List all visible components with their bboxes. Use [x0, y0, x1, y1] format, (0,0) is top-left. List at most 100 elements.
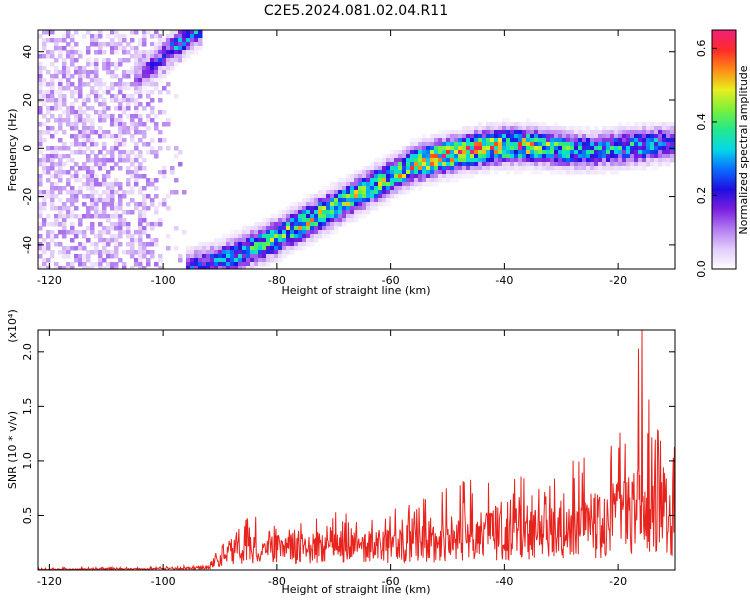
heatmap-cell [70, 266, 75, 269]
heatmap-cell [110, 150, 115, 155]
heatmap-cell [142, 230, 147, 235]
heatmap-cell [498, 150, 503, 155]
heatmap-cell [394, 182, 399, 187]
heatmap-cell [138, 102, 143, 107]
heatmap-cell [46, 118, 51, 123]
heatmap-cell [350, 214, 355, 219]
heatmap-cell [386, 178, 391, 183]
heatmap-cell [430, 134, 435, 139]
heatmap-cell [486, 146, 491, 151]
heatmap-cell [382, 190, 387, 195]
heatmap-cell [334, 206, 339, 211]
heatmap-cell [94, 70, 99, 75]
heatmap-cell [522, 126, 527, 131]
heatmap-cell [454, 170, 459, 175]
heatmap-cell [258, 254, 263, 259]
heatmap-cell [266, 254, 271, 259]
heatmap-cell [242, 242, 247, 247]
heatmap-cell [138, 214, 143, 219]
heatmap-cell [122, 110, 127, 115]
heatmap-cell [530, 158, 535, 163]
heatmap-cell [418, 150, 423, 155]
heatmap-cell [106, 90, 111, 95]
heatmap-cell [522, 166, 527, 171]
heatmap-cell [250, 254, 255, 259]
heatmap-cell [138, 70, 143, 75]
heatmap-cell [358, 174, 363, 179]
heatmap-cell [354, 214, 359, 219]
heatmap-cell [42, 246, 47, 251]
heatmap-cell [442, 130, 447, 135]
heatmap-cell [494, 162, 499, 167]
heatmap-cell [42, 78, 47, 83]
heatmap-cell [58, 50, 63, 55]
heatmap-cell [498, 154, 503, 159]
heatmap-cell [226, 266, 231, 269]
heatmap-cell [570, 162, 575, 167]
heatmap-cell [38, 90, 43, 95]
heatmap-cell [410, 150, 415, 155]
heatmap-cell [74, 198, 79, 203]
heatmap-cell [126, 114, 131, 119]
heatmap-cell [278, 210, 283, 215]
heatmap-cell [510, 142, 515, 147]
heatmap-cell [70, 90, 75, 95]
heatmap-cell [126, 230, 131, 235]
heatmap-cell [130, 242, 135, 247]
heatmap-cell [222, 250, 227, 255]
heatmap-cell [150, 58, 155, 63]
heatmap-cell [142, 34, 147, 39]
heatmap-cell [470, 138, 475, 143]
heatmap-cell [658, 146, 663, 151]
heatmap-cell [62, 58, 67, 63]
heatmap-cell [314, 206, 319, 211]
heatmap-cell [534, 162, 539, 167]
heatmap-cell [186, 46, 191, 51]
heatmap-cell [498, 122, 503, 127]
heatmap-cell [654, 130, 659, 135]
heatmap-cell [602, 126, 607, 131]
heatmap-cell [138, 190, 143, 195]
heatmap-cell [90, 166, 95, 171]
heatmap-cell [154, 114, 159, 119]
heatmap-cell [490, 166, 495, 171]
heatmap-cell [538, 162, 543, 167]
heatmap-cell [606, 146, 611, 151]
heatmap-cell [86, 70, 91, 75]
heatmap-cell [342, 214, 347, 219]
heatmap-cell [70, 230, 75, 235]
heatmap-cell [142, 198, 147, 203]
heatmap-cell [114, 262, 119, 267]
heatmap-cell [38, 190, 43, 195]
heatmap-cell [118, 46, 123, 51]
heatmap-cell [646, 142, 651, 147]
heatmap-cell [90, 74, 95, 79]
heatmap-cell [278, 258, 283, 263]
heatmap-cell [322, 218, 327, 223]
heatmap-cell [126, 242, 131, 247]
heatmap-cell [282, 246, 287, 251]
heatmap-cell [254, 246, 259, 251]
heatmap-cell [450, 170, 455, 175]
heatmap-cell [650, 130, 655, 135]
heatmap-cell [142, 62, 147, 67]
heatmap-cell [118, 62, 123, 67]
heatmap-cell [58, 154, 63, 159]
heatmap-cell [138, 58, 143, 63]
heatmap-cell [470, 142, 475, 147]
heatmap-cell [114, 234, 119, 239]
heatmap-cell [122, 150, 127, 155]
heatmap-cell [234, 250, 239, 255]
heatmap-cell [642, 154, 647, 159]
x-tick-label: -80 [268, 575, 286, 588]
heatmap-cell [626, 154, 631, 159]
heatmap-cell [102, 62, 107, 67]
heatmap-cell [346, 198, 351, 203]
x-tick-label: -100 [151, 274, 176, 287]
heatmap-cell [106, 262, 111, 267]
heatmap-cell [122, 222, 127, 227]
heatmap-cell [106, 230, 111, 235]
heatmap-cell [154, 238, 159, 243]
heatmap-cell [290, 222, 295, 227]
heatmap-cell [134, 142, 139, 147]
